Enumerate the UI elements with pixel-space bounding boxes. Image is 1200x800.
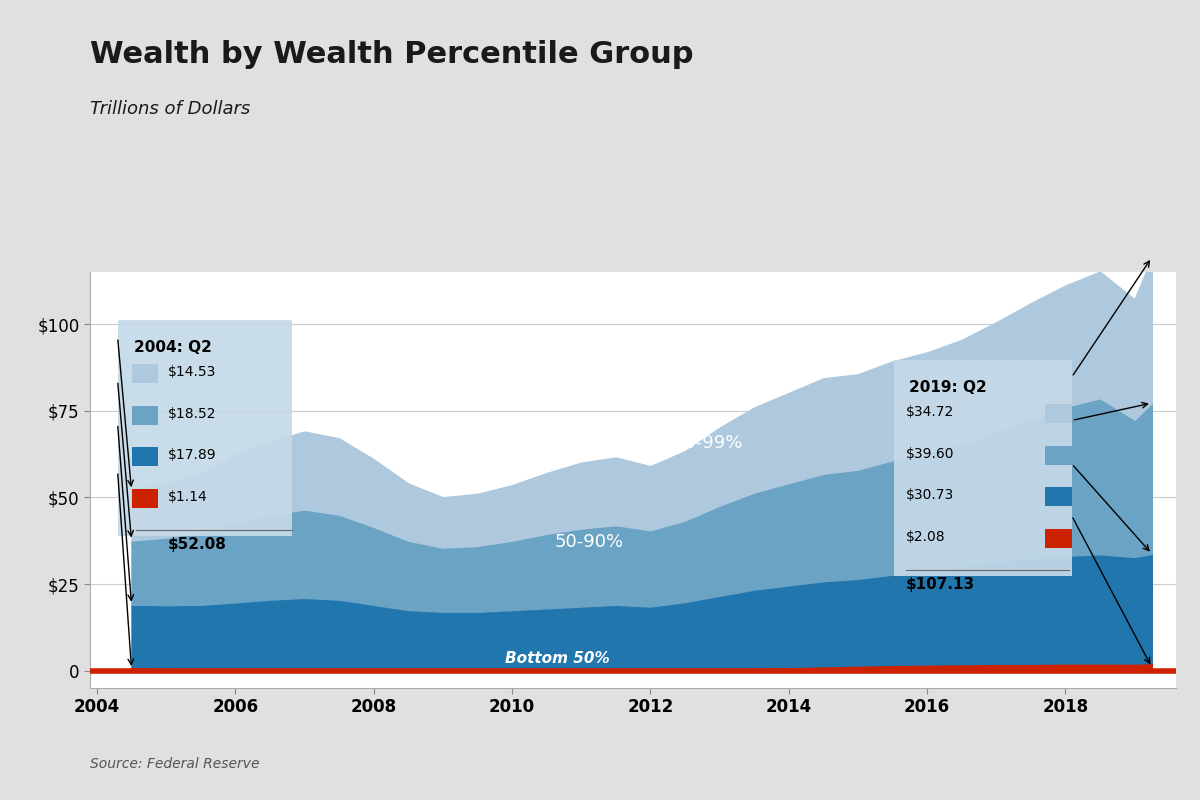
Text: Source: Federal Reserve: Source: Federal Reserve — [90, 757, 259, 771]
Text: 90-99%: 90-99% — [674, 434, 744, 451]
Text: $34.72: $34.72 — [906, 405, 954, 419]
Text: $18.52: $18.52 — [168, 406, 216, 421]
Text: $2.08: $2.08 — [906, 530, 946, 544]
Text: Top 1%: Top 1% — [688, 338, 752, 356]
Text: Trillions of Dollars: Trillions of Dollars — [90, 100, 251, 118]
Text: $107.13: $107.13 — [906, 578, 976, 592]
Text: 2004: Q2: 2004: Q2 — [134, 340, 212, 355]
Text: $14.53: $14.53 — [168, 365, 216, 379]
Text: $17.89: $17.89 — [168, 448, 217, 462]
Text: Bottom 50%: Bottom 50% — [505, 651, 610, 666]
Text: $52.08: $52.08 — [168, 538, 227, 552]
Text: $1.14: $1.14 — [168, 490, 208, 504]
Text: Wealth by Wealth Percentile Group: Wealth by Wealth Percentile Group — [90, 40, 694, 69]
Text: $30.73: $30.73 — [906, 488, 954, 502]
Text: $39.60: $39.60 — [906, 446, 954, 461]
Text: 2019: Q2: 2019: Q2 — [910, 380, 986, 395]
Text: 50-90%: 50-90% — [554, 534, 624, 551]
